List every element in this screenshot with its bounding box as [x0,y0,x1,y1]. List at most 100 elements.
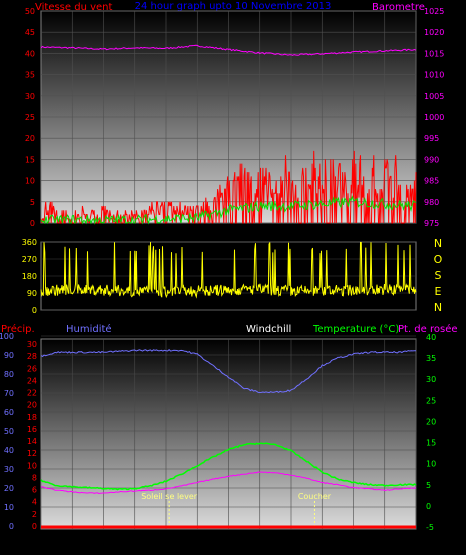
wind-time-tick-label: 10 [192,230,202,239]
humidity-time-tick-label: 20 [348,536,358,545]
precip-tick-label: 24 [27,376,37,385]
wind-time-tick-label: 06 [130,230,140,239]
temperature-tick-label: 35 [426,354,436,363]
precip-tick-label: 30 [27,340,37,349]
humidity-time-tick-label: 06 [130,536,140,545]
precip-tick-label: 26 [27,364,37,373]
dewpoint-label: Pt. de rosée [398,323,458,335]
direction-tick-label: 0 [32,306,37,315]
pressure-tick-label: 990 [424,155,439,164]
pressure-tick-label: 1000 [424,113,444,122]
precip-tick-label: 0 [32,522,37,531]
wind-time-tick-label: 22 [380,230,390,239]
wind-tick-label: 0 [30,219,35,228]
precip-tick-label: 2 [32,510,37,519]
wind-tick-label: 5 [30,198,35,207]
compass-label: N [434,301,442,314]
humidity-tick-label: 80 [4,370,14,379]
wind-time-tick-label: 08 [161,230,171,239]
precip-tick-label: 16 [27,425,37,434]
temperature-tick-label: 15 [426,439,436,448]
wind-time-tick-label: 18 [317,230,327,239]
temperature-ticks: -5 0 5 10 15 20 25 30 35 40 [426,333,436,532]
temperature-humidity-series [40,349,417,529]
humidity-tick-label: 50 [4,427,14,436]
wind-time-tick-label: 12 [223,230,233,239]
temperature-label: Temperature (°C) [312,324,399,335]
wind-series [40,44,417,225]
wind-tick-label: 30 [25,92,35,101]
humidity-tick-label: 60 [4,408,14,417]
humidity-time-tick-label: Coucher [306,536,340,545]
humidity-time-tick-label: 08 [161,536,171,545]
humidity-time-ticks: 02 04 06 08 10 12 14 16 Coucher 20 22 00 [67,536,421,545]
wind-tick-label: 25 [25,113,35,122]
temperature-tick-label: 5 [426,481,431,490]
direction-tick-label: 180 [22,272,37,281]
pressure-tick-label: 1010 [424,71,444,80]
chart-title: 24 hour graph upto 10 Novembre 2013 [135,1,332,12]
humidity-time-tick-label: 16 [286,536,296,545]
precip-tick-label: 10 [27,461,37,470]
precip-tick-label: 18 [27,413,37,422]
humidity-tick-label: 40 [4,446,14,455]
temperature-humidity-panel: Précip. Humidité Windchill Temperature (… [0,323,458,545]
pressure-tick-label: 985 [424,177,439,186]
sun-event-label: Soleil se lever [141,492,198,501]
humidity-tick-label: 90 [4,351,14,360]
direction-series [40,241,417,299]
wind-tick-label: 35 [25,71,35,80]
direction-tick-label: 360 [22,238,37,247]
temperature-tick-label: -5 [426,523,434,532]
pressure-tick-label: 1005 [424,92,444,101]
windchill-label: Windchill [246,324,291,335]
humidity-label: Humidité [66,323,112,335]
pressure-tick-label: 975 [424,219,439,228]
pressure-line [40,44,417,56]
compass-label: N [434,237,442,250]
humidity-time-tick-label: 22 [380,536,390,545]
direction-degree-ticks: 0 90 180 270 360 [22,238,37,315]
wind-time-tick-label: 02 [67,230,77,239]
temperature-tick-label: 20 [426,417,436,426]
humidity-time-tick-label: 10 [192,536,202,545]
temperature-tick-label: 40 [426,333,436,342]
precip-tick-label: 6 [32,486,37,495]
wind-tick-label: 20 [25,134,35,143]
wind-tick-label: 50 [25,7,35,16]
precip-tick-label: 12 [27,449,37,458]
sun-event-label: Coucher [298,492,332,501]
pressure-tick-label: 995 [424,134,439,143]
pressure-tick-label: 1025 [424,7,444,16]
humidity-time-tick-label: 12 [223,536,233,545]
compass-label: O [434,253,443,266]
wind-average-line [40,195,417,225]
sun-events: Soleil se lever Coucher [141,492,332,529]
wind-axis-label: Vitesse du vent [35,2,112,13]
precip-tick-label: 28 [27,352,37,361]
precip-tick-label: 14 [27,437,37,446]
wind-tick-label: 15 [25,155,35,164]
wind-speed-ticks: 0 5 10 15 20 25 30 35 40 45 50 [25,7,35,228]
humidity-ticks: 0 10 20 30 40 50 60 70 80 90 100 [0,332,14,531]
wind-time-tick-label: 00 [411,230,421,239]
pressure-tick-label: 980 [424,198,439,207]
humidity-time-tick-label: 02 [67,536,77,545]
humidity-tick-label: 10 [4,503,14,512]
temperature-tick-label: 25 [426,396,436,405]
temperature-tick-label: 0 [426,502,431,511]
direction-tick-label: 270 [22,255,37,264]
wind-time-tick-label: 04 [98,230,108,239]
wind-time-tick-label: 14 [255,230,265,239]
compass-label: E [435,285,442,298]
compass-label: S [435,269,442,282]
humidity-tick-label: 70 [4,389,14,398]
barometer-axis-label: Barometre [372,2,425,13]
wind-time-ticks: 02 04 06 08 10 12 14 16 18 20 22 00 [67,230,421,239]
wind-tick-label: 10 [25,177,35,186]
wind-speed-line [40,150,417,224]
